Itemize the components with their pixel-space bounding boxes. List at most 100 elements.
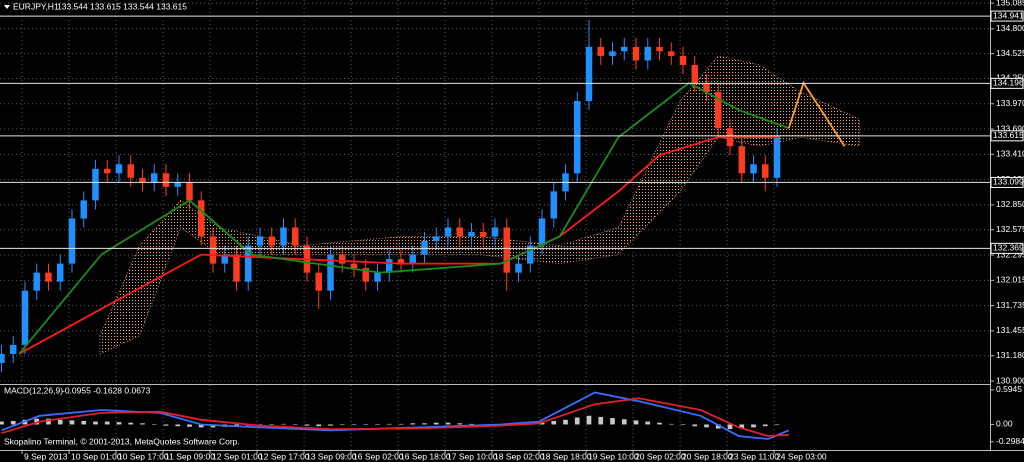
candle-body [773, 135, 781, 178]
candle-body [585, 46, 593, 102]
candle-body [550, 191, 557, 219]
price-level-box [990, 242, 1024, 254]
macd-bar [621, 419, 627, 425]
candle-body [527, 245, 534, 264]
price-level-box [990, 10, 1024, 22]
macd-bar [140, 423, 145, 425]
price-level-label: 133.099 [993, 177, 1024, 187]
candle-body [315, 272, 322, 291]
macd-bar [57, 419, 63, 425]
y-tick-label: 132.850 [996, 199, 1024, 209]
macd-bar [739, 424, 745, 429]
candle-body [0, 353, 5, 363]
y-tick-label: 130.900 [996, 375, 1024, 385]
candle-body [374, 272, 381, 282]
macd-bar [339, 424, 345, 426]
candle-body [491, 227, 499, 237]
y-tick-label: 132.575 [996, 224, 1024, 234]
y-tick-label: 131.180 [996, 350, 1024, 360]
candle-body [103, 168, 111, 174]
price-level-label: 133.615 [993, 130, 1024, 140]
macd-bar [292, 424, 298, 425]
candle-body [468, 232, 475, 237]
y-tick-label: 133.690 [996, 123, 1024, 133]
macd-bar [433, 422, 439, 425]
macd-bar [151, 424, 157, 425]
price-level-box [990, 77, 1024, 89]
candle-body [198, 200, 205, 237]
x-tick-label: 12 Sep 17:00 [259, 451, 310, 461]
macd-bar [704, 424, 709, 428]
price-level-box [990, 130, 1024, 142]
x-tick-label: 20 Sep 02:00 [635, 451, 686, 461]
candle-body [245, 245, 252, 282]
candle-body [256, 236, 264, 246]
macd-bar [410, 423, 416, 425]
candle-body [327, 254, 334, 291]
macd-bar [457, 423, 463, 425]
plot-layer [0, 0, 990, 450]
candle-body [186, 182, 193, 201]
candle-body [9, 344, 17, 354]
x-tick-label: 11 Sep 09:00 [165, 451, 215, 461]
macd-bar [715, 424, 721, 429]
macd-title: MACD(12,26,9) [4, 385, 63, 395]
candle-body [715, 92, 722, 129]
macd-bar [116, 422, 122, 425]
x-tick-label: 18 Sep 18:00 [541, 451, 592, 461]
candle-body [679, 55, 687, 65]
macd-bar [633, 420, 639, 425]
candle-body [45, 272, 52, 282]
macd-bar [386, 423, 392, 425]
macd-bar [692, 424, 698, 427]
candle-body [762, 164, 769, 178]
macd-bar [645, 421, 651, 425]
candle-body [656, 46, 663, 52]
candle-body [80, 200, 87, 219]
macd-bar [422, 423, 427, 425]
candle-body [433, 236, 440, 242]
candle-body [21, 290, 29, 345]
candle-body [703, 82, 710, 93]
candle-body [738, 146, 745, 174]
x-tick-label: 18 Sep 02:00 [494, 451, 545, 461]
menu-triangle[interactable] [4, 5, 10, 9]
candle-body [350, 263, 358, 269]
candle-body [92, 168, 99, 201]
macd-bar [34, 418, 40, 425]
candle-body [33, 272, 40, 291]
candle-body [233, 254, 240, 282]
candle-body [127, 164, 134, 178]
candle-body [456, 227, 463, 237]
y-tick-label: 132.295 [996, 249, 1024, 259]
footer: Skopalino Terminal, © 2001-2013, MetaQuo… [4, 436, 240, 446]
macd-bar [363, 424, 369, 425]
macd-bar [328, 424, 333, 426]
x-tick-label: 17 Sep 10:00 [447, 451, 498, 461]
x-tick-label: 13 Sep 09:00 [306, 451, 357, 461]
x-tick-label: 24 Sep 03:00 [776, 451, 827, 461]
candle-body [68, 218, 76, 264]
candle-body [515, 263, 522, 273]
x-tick-label: 16 Sep 02:00 [353, 451, 404, 461]
macd-bar [351, 424, 357, 426]
candle-body [362, 268, 369, 282]
macd-bar [0, 421, 4, 425]
macd-bar [10, 420, 16, 425]
candle-body [750, 164, 757, 174]
candle-body [280, 227, 287, 246]
macd-bar [563, 419, 568, 425]
macd-bar [727, 424, 733, 430]
x-tick-label: 20 Sep 18:00 [682, 451, 733, 461]
y-tick-label: 134.250 [996, 73, 1024, 83]
candle-body [174, 182, 181, 187]
y-tick-label: 134.525 [996, 48, 1024, 58]
macd-bar [93, 421, 98, 425]
y-tick-label: 0.00 [996, 419, 1013, 429]
macd-bar [657, 422, 662, 425]
candle-body [609, 51, 616, 56]
macd-bar [574, 417, 580, 425]
x-tick-label: 9 Sep 2013 [24, 451, 68, 461]
candle-body [386, 259, 393, 273]
